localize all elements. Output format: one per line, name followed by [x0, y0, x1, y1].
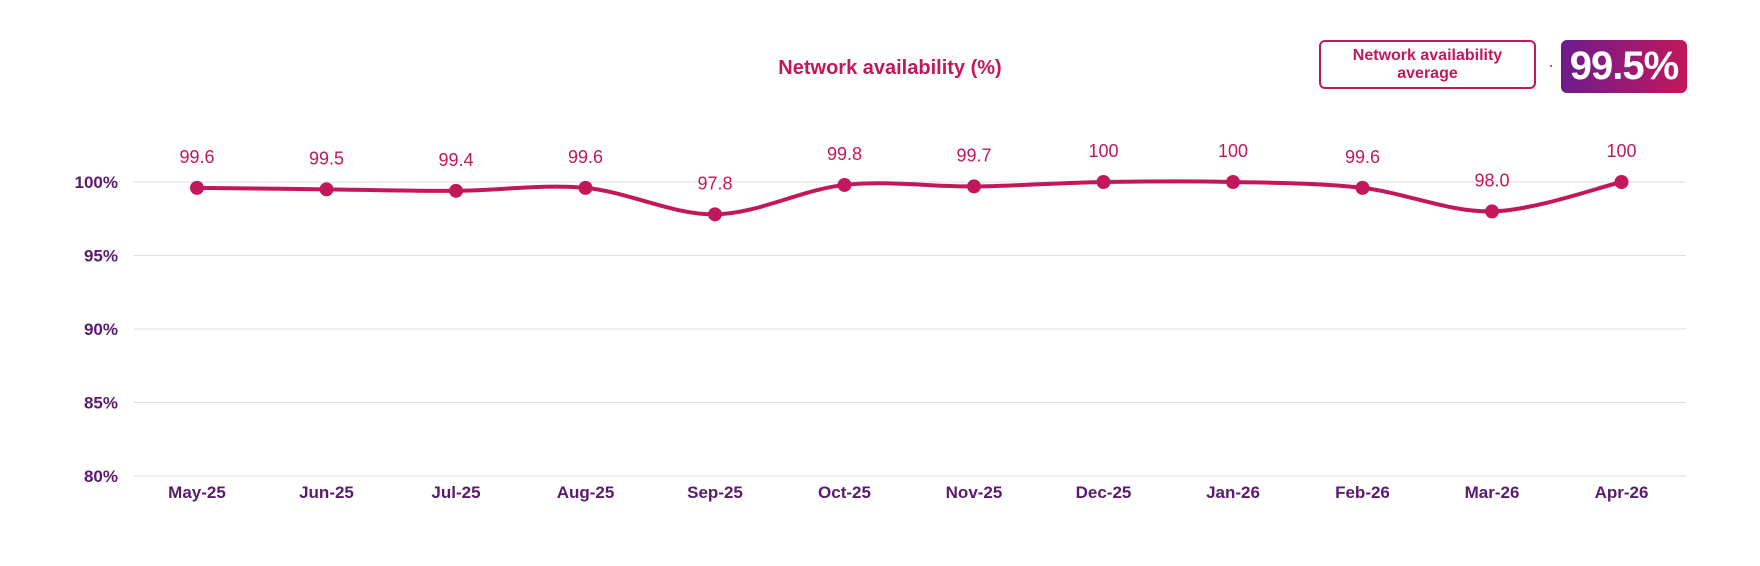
data-label: 100 — [1218, 141, 1248, 161]
x-tick-label: Nov-25 — [946, 483, 1003, 502]
y-tick-label: 90% — [84, 320, 118, 339]
data-label: 100 — [1606, 141, 1636, 161]
y-tick-label: 80% — [84, 467, 118, 486]
x-tick-label: Oct-25 — [818, 483, 871, 502]
data-point — [967, 179, 981, 194]
x-tick-label: Sep-25 — [687, 483, 743, 502]
data-point — [708, 207, 722, 222]
data-points — [190, 175, 1629, 222]
data-point — [1226, 175, 1240, 189]
data-point — [837, 177, 852, 192]
average-label: Network availability average — [1352, 46, 1503, 82]
data-point — [1355, 180, 1370, 195]
data-label: 99.6 — [1345, 147, 1380, 167]
data-label: 100 — [1088, 141, 1118, 161]
y-tick-label: 100% — [75, 173, 118, 192]
data-label: 99.8 — [827, 144, 862, 164]
average-label-box: Network availability average — [1319, 40, 1536, 89]
data-point — [1096, 175, 1111, 189]
data-point — [578, 180, 593, 195]
y-tick-label: 85% — [84, 394, 118, 413]
x-tick-label: Mar-26 — [1465, 483, 1520, 502]
data-label: 99.7 — [956, 145, 991, 165]
data-label: 97.8 — [697, 173, 732, 193]
x-tick-label: May-25 — [168, 483, 226, 502]
data-labels: 99.6 99.5 99.4 99.6 97.8 99.8 99.7 100 100 99.6 98… — [179, 141, 1636, 193]
gridlines — [134, 181, 1686, 477]
data-point — [190, 180, 204, 195]
data-label: 99.4 — [438, 150, 473, 170]
x-tick-label: Jan-26 — [1206, 483, 1260, 502]
y-axis-ticks: 100% 95% 90% 85% 80% — [75, 173, 118, 486]
x-axis-ticks: May-25 Jun-25 Jul-25 Aug-25 Sep-25 Oct-25 Nov-… — [168, 483, 1648, 502]
series-line — [195, 179, 1624, 217]
x-tick-label: Feb-26 — [1335, 483, 1390, 502]
x-tick-label: Aug-25 — [557, 483, 615, 502]
x-tick-label: Jun-25 — [299, 483, 354, 502]
data-label: 99.6 — [179, 147, 214, 167]
data-point — [449, 183, 463, 198]
connector-dot — [1550, 65, 1552, 67]
data-point — [1614, 175, 1629, 189]
data-point — [1485, 204, 1499, 219]
data-point — [319, 182, 334, 197]
x-tick-label: Dec-25 — [1076, 483, 1132, 502]
x-tick-label: Jul-25 — [431, 483, 480, 502]
average-value-badge: 99.5% — [1561, 40, 1687, 93]
x-tick-label: Apr-26 — [1595, 483, 1649, 502]
y-tick-label: 95% — [84, 247, 118, 266]
data-label: 98.0 — [1474, 170, 1509, 190]
data-label: 99.5 — [309, 148, 344, 168]
data-label: 99.6 — [568, 147, 603, 167]
chart-title: Network availability (%) — [778, 57, 1001, 79]
